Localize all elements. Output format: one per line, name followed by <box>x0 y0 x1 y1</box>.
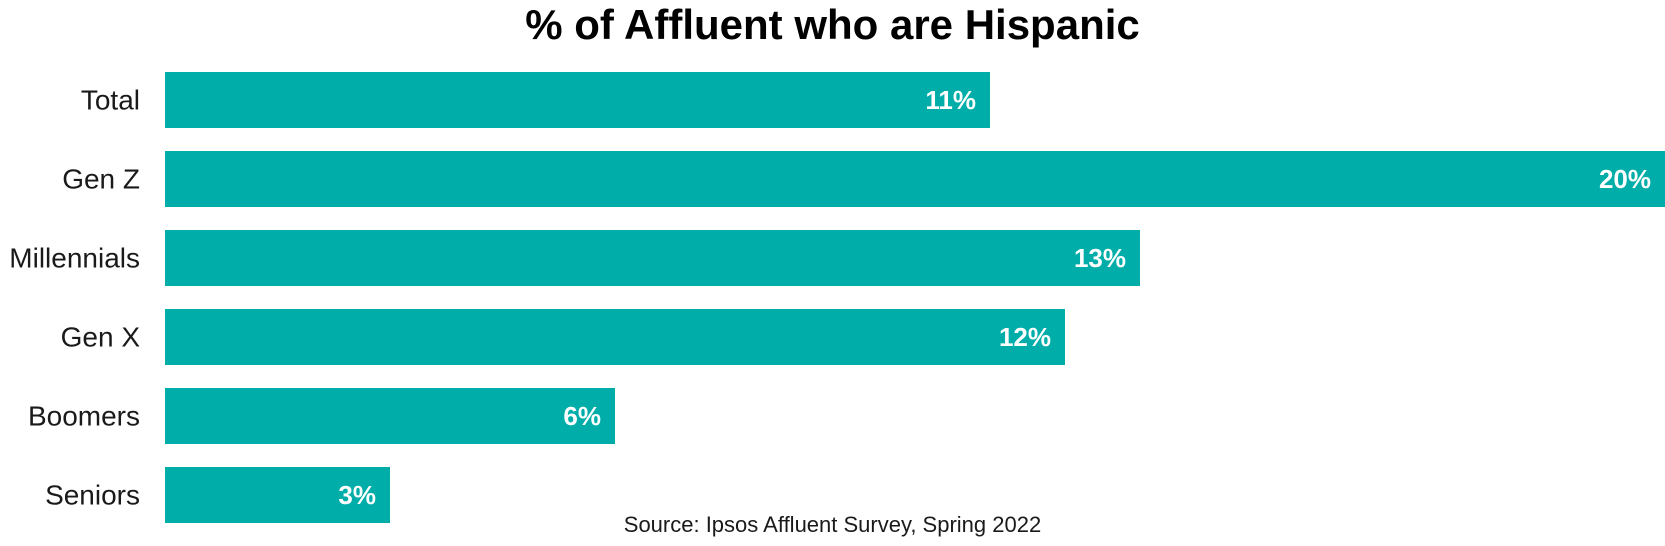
value-label-millennials: 13% <box>1074 243 1126 273</box>
chart-title: % of Affluent who are Hispanic <box>525 1 1140 48</box>
value-label-gen-x: 12% <box>999 322 1051 352</box>
category-label-gen-x: Gen X <box>61 322 141 353</box>
bar-gen-z <box>165 151 1665 207</box>
bar-gen-x <box>165 309 1065 365</box>
category-label-gen-z: Gen Z <box>62 164 140 195</box>
value-label-gen-z: 20% <box>1599 164 1651 194</box>
category-label-seniors: Seniors <box>45 480 140 511</box>
value-label-boomers: 6% <box>563 401 601 431</box>
bar-boomers <box>165 388 615 444</box>
category-label-boomers: Boomers <box>28 401 140 432</box>
value-label-total: 11% <box>925 85 976 115</box>
labels-layer: Total 11% Gen Z 20% Millennials 13% Gen X 12% Bo… <box>9 85 1651 511</box>
source-note: Source: Ipsos Affluent Survey, Spring 20… <box>623 512 1042 537</box>
category-label-total: Total <box>81 85 140 116</box>
value-label-seniors: 3% <box>338 480 376 510</box>
bar-seniors <box>165 467 390 523</box>
bar-millennials <box>165 230 1140 286</box>
category-label-millennials: Millennials <box>9 243 140 274</box>
bars-layer <box>165 72 1665 523</box>
bar-total <box>165 72 990 128</box>
